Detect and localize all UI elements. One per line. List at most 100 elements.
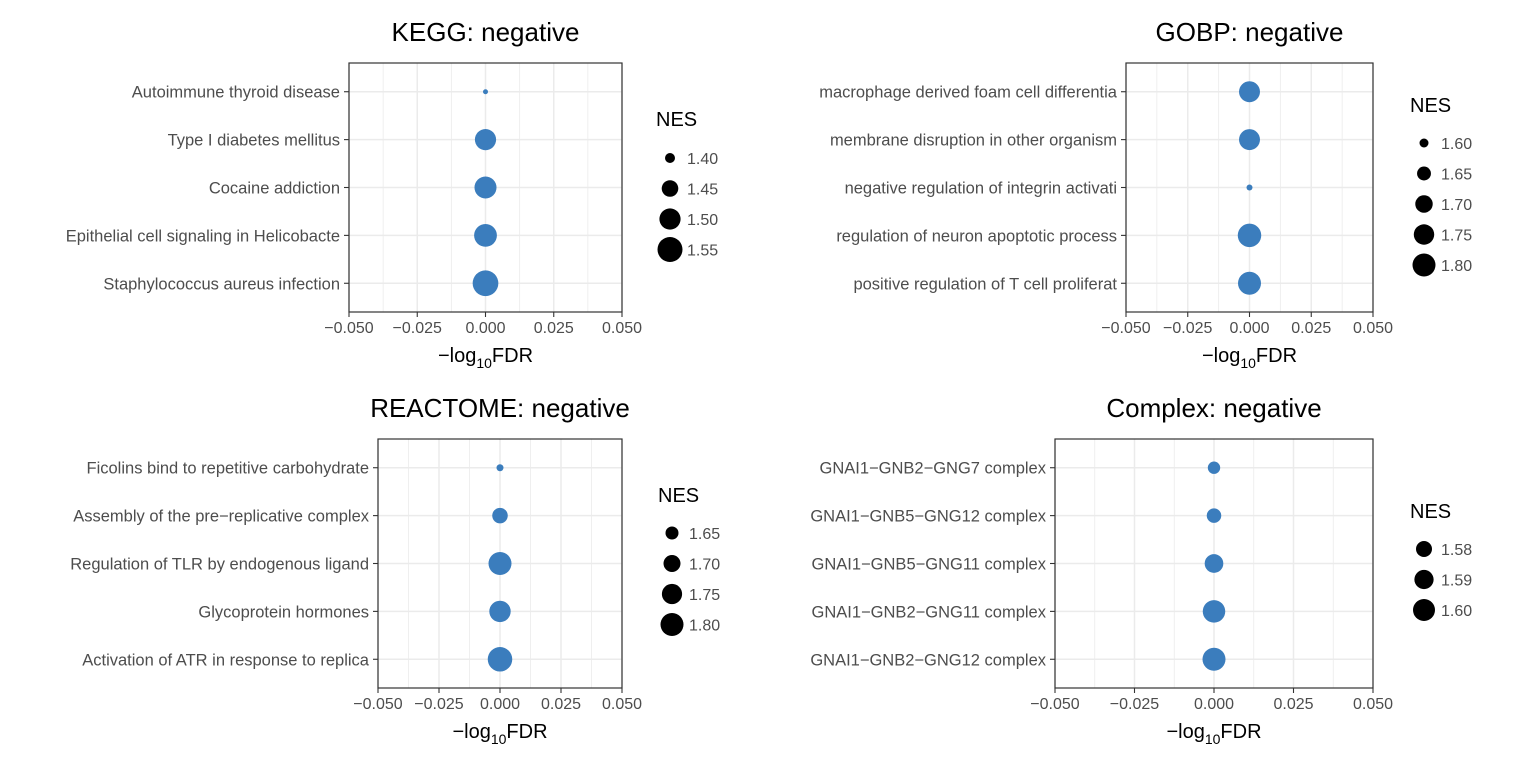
x-tick-label: 0.000 [480,696,520,713]
category-label: Cocaine addiction [209,180,340,198]
category-label: positive regulation of T cell proliferat [853,275,1117,293]
legend-key [660,613,684,636]
x-axis-title-main: −log [1202,345,1240,367]
legend-key [665,526,679,540]
legend-title: NES [656,109,697,131]
chart-panel-2: macrophage derived foam cell differentia… [819,17,1472,371]
chart-panel-1: Autoimmune thyroid disease Type I diabete… [66,17,718,371]
x-tick-label: −0.025 [393,320,442,337]
category-label: negative regulation of integrin activati [845,180,1117,198]
category-label: Autoimmune thyroid disease [132,84,340,102]
x-axis-title-subscript: 10 [476,355,492,371]
legend-label: 1.60 [1441,603,1472,620]
x-tick-label: 0.025 [1273,696,1313,713]
chart-panel-3: Ficolins bind to repetitive carbohydrate… [70,393,720,747]
x-axis-title-tail: FDR [1220,721,1261,743]
legend-key [1414,569,1434,590]
legend-key [1416,541,1432,557]
category-label: GNAI1−GNB5−GNG12 complex [810,508,1046,526]
data-point [492,507,508,524]
chart-panel-4: GNAI1−GNB2−GNG7 complex GNAI1−GNB5−GNG12 … [810,393,1472,747]
data-point [1246,184,1253,191]
size-legend: NES 1.60 1.65 1.70 1.75 1.80 [1410,95,1472,277]
chart-title: KEGG: negative [392,17,580,47]
chart-title: GOBP: negative [1156,17,1344,47]
x-tick-label: 0.025 [1291,320,1331,337]
legend-label: 1.75 [1441,228,1472,245]
legend-label: 1.55 [687,243,718,260]
x-axis-title-subscript: 10 [491,731,507,747]
data-point [496,464,504,472]
data-point [1207,461,1221,474]
category-label: Epithelial cell signaling in Helicobacte [66,227,340,245]
x-axis-title-main: −log [1166,721,1204,743]
x-tick-label: 0.000 [465,320,505,337]
legend-key [1419,138,1429,148]
category-label: GNAI1−GNB5−GNG11 complex [812,556,1047,574]
data-point [1239,129,1260,151]
legend-label: 1.45 [687,182,718,199]
category-label: GNAI1−GNB2−GNG12 complex [810,651,1046,669]
data-point [1204,554,1224,573]
data-point [1202,647,1226,671]
legend-label: 1.58 [1441,542,1472,559]
chart-title: REACTOME: negative [370,393,630,423]
x-axis-title-tail: FDR [492,345,533,367]
legend-label: 1.65 [1441,167,1472,184]
x-axis-title: −log10FDR [1166,721,1261,747]
data-point [474,176,497,199]
category-label: Ficolins bind to repetitive carbohydrate [87,460,369,478]
category-label: Glycoprotein hormones [198,603,369,621]
x-axis-title: −log10FDR [438,345,533,371]
data-point [488,552,512,575]
x-tick-label: −0.025 [1163,320,1212,337]
legend-key [1412,253,1436,277]
x-tick-label: 0.050 [1353,320,1393,337]
x-tick-label: −0.050 [353,696,402,713]
legend-label: 1.65 [689,526,720,543]
x-tick-label: 0.000 [1194,696,1234,713]
data-point [474,223,497,247]
x-tick-label: −0.025 [1110,696,1159,713]
size-legend: NES 1.58 1.59 1.60 [1410,501,1472,621]
x-tick-label: 0.050 [602,696,642,713]
size-legend: NES 1.65 1.70 1.75 1.80 [658,485,720,636]
data-point [1206,508,1222,523]
legend-title: NES [1410,95,1451,117]
x-tick-label: −0.025 [414,696,463,713]
legend-label: 1.59 [1441,573,1472,590]
data-point [489,600,511,623]
legend-label: 1.40 [687,151,718,168]
category-label: Staphylococcus aureus infection [103,275,340,293]
x-tick-label: 0.000 [1229,320,1269,337]
legend-key [1413,599,1435,621]
x-tick-label: 0.025 [541,696,581,713]
category-label: regulation of neuron apoptotic process [836,227,1117,245]
legend-label: 1.50 [687,212,718,229]
data-point [483,89,488,95]
data-point [1202,600,1226,623]
legend-key [1417,166,1431,181]
legend-title: NES [1410,501,1451,523]
x-tick-label: 0.050 [1353,696,1393,713]
x-axis-title-tail: FDR [506,721,547,743]
x-tick-label: −0.050 [324,320,373,337]
x-axis-title: −log10FDR [452,721,547,747]
legend-key [661,583,683,605]
data-point [1238,271,1261,295]
legend-title: NES [658,485,699,507]
legend-key [661,180,679,197]
legend-label: 1.60 [1441,136,1472,153]
legend-label: 1.80 [689,618,720,635]
data-point [474,129,497,151]
category-label: Regulation of TLR by endogenous ligand [70,556,369,574]
category-label: GNAI1−GNB2−GNG11 complex [812,603,1047,621]
legend-label: 1.70 [1441,197,1472,214]
chart-title: Complex: negative [1106,393,1321,423]
legend-label: 1.75 [689,587,720,604]
legend-key [663,555,681,572]
x-tick-label: −0.050 [1101,320,1150,337]
legend-key [657,237,683,262]
category-label: Type I diabetes mellitus [168,132,340,150]
